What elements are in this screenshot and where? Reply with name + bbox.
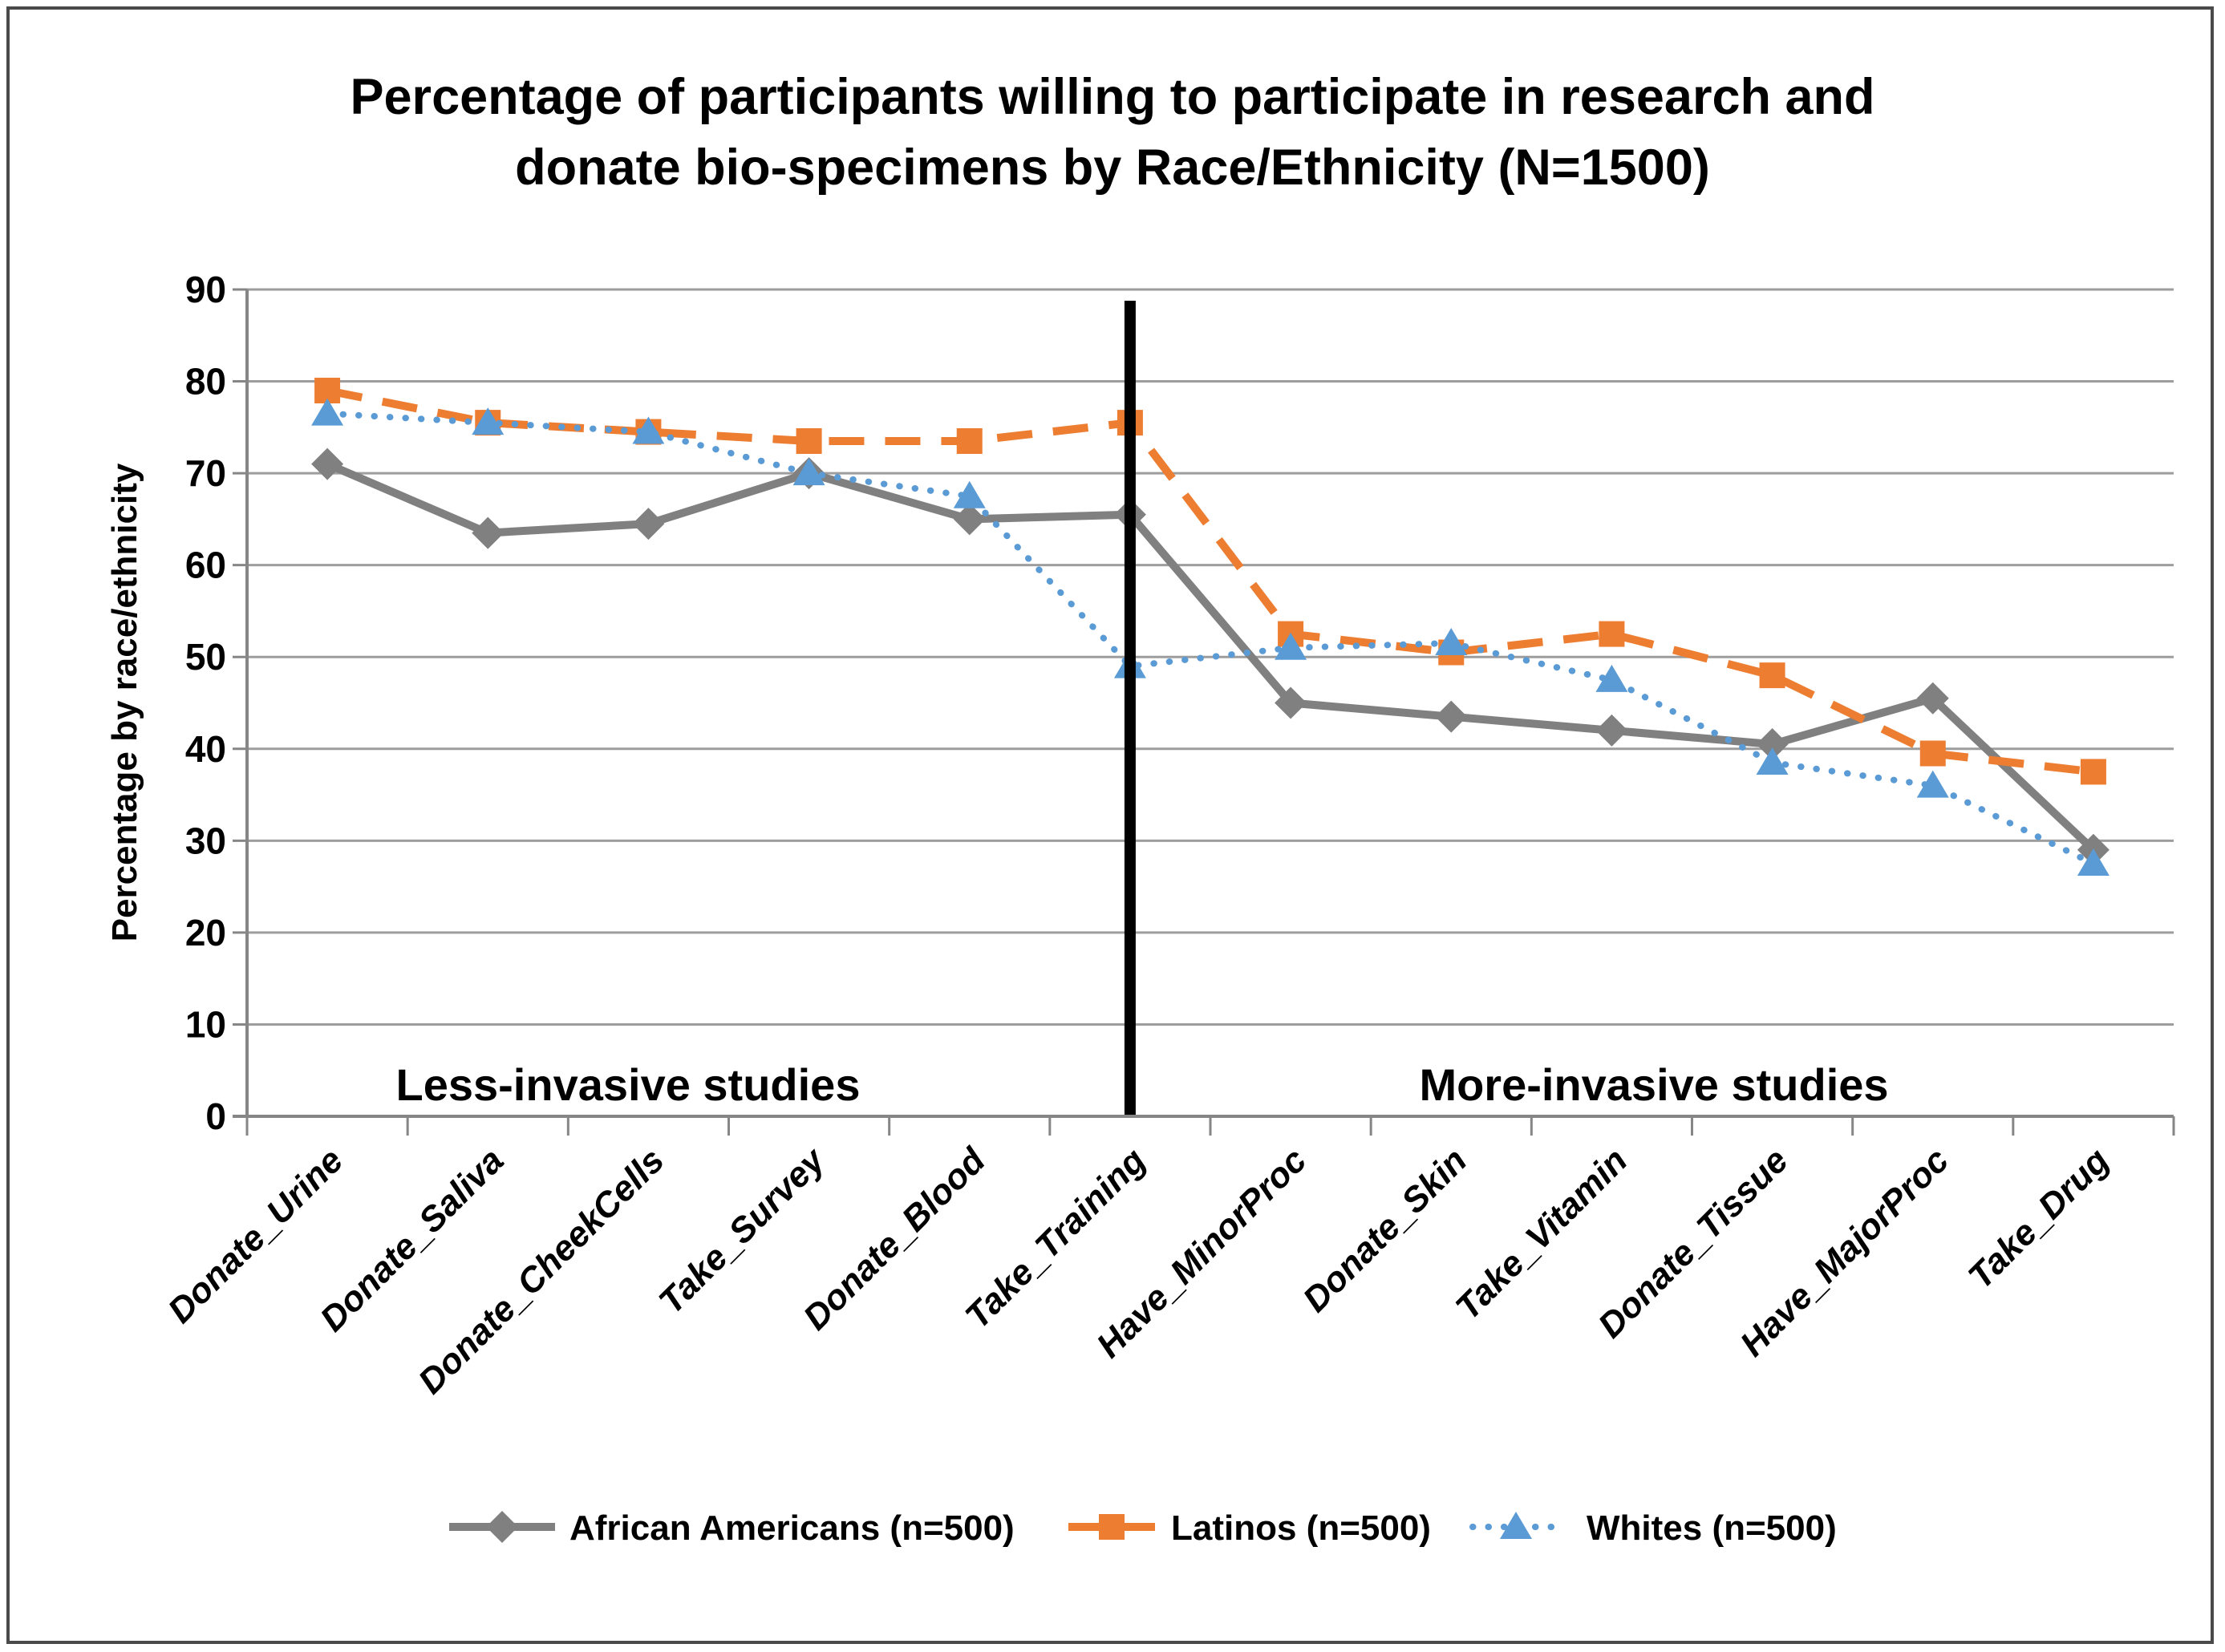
data-point-marker (796, 428, 822, 455)
legend-marker-square-icon (1099, 1514, 1125, 1540)
more-invasive-region-label: More-invasive studies (1419, 1059, 1888, 1110)
y-tick-label: 40 (185, 728, 226, 770)
gridlines (233, 288, 2174, 1118)
data-point-marker (956, 428, 983, 455)
legend-item-african-americans-n-500: African Americans (n=500) (449, 1508, 1015, 1548)
series-line-whites-n-500 (324, 410, 2097, 867)
legend-marker-diamond-icon (486, 1511, 518, 1543)
data-point-marker (1759, 662, 1785, 689)
data-point-marker (311, 447, 344, 480)
axes (233, 290, 2175, 1136)
data-point-marker (311, 398, 344, 426)
x-category-label: Take_Vitamin (1449, 1140, 1635, 1327)
data-point-marker (632, 416, 665, 444)
series-line-latinos-n-500 (326, 387, 2094, 776)
data-point-marker (953, 480, 986, 508)
data-point-marker (1919, 740, 1946, 767)
x-axis-category-labels: Donate_UrineDonate_SalivaDonate_CheekCel… (160, 1140, 2117, 1402)
y-tick-label: 0 (205, 1095, 226, 1137)
data-point-marker (1756, 747, 1789, 775)
data-point-marker (1275, 632, 1307, 660)
y-tick-label: 90 (185, 269, 226, 310)
data-point-marker (2080, 759, 2106, 785)
data-point-marker (1599, 621, 1625, 647)
x-category-label: Donate_Skin (1295, 1140, 1474, 1319)
less-invasive-region-label: Less-invasive studies (396, 1059, 861, 1110)
legend-marker-triangle-icon (1500, 1512, 1532, 1539)
data-point-marker (1916, 770, 1949, 798)
y-tick-label: 20 (185, 912, 226, 954)
legend: African Americans (n=500) Latinos (n=500)… (449, 1508, 1837, 1548)
data-point-marker (472, 407, 505, 435)
data-point-marker (472, 516, 505, 549)
y-tick-label: 30 (185, 820, 226, 861)
legend-label: African Americans (n=500) (569, 1508, 1015, 1548)
chart-title-line2: donate bio-specimens by Race/Ethnicity (… (515, 140, 1710, 196)
data-point-marker (2077, 848, 2109, 876)
data-point-marker (1756, 728, 1789, 761)
data-point-marker (632, 508, 665, 541)
x-category-label: Take_Drug (1961, 1140, 2117, 1296)
data-point-marker (792, 458, 825, 486)
y-axis-tick-labels: 0 10 20 30 40 50 60 70 80 90 (185, 269, 226, 1137)
outer-border (6, 6, 2214, 1644)
y-tick-label: 80 (185, 361, 226, 403)
data-point-marker (1595, 714, 1628, 747)
legend-label: Latinos (n=500) (1171, 1508, 1431, 1548)
data-point-marker (953, 503, 986, 536)
data-point-marker (1595, 664, 1628, 692)
data-point-marker (1916, 682, 1949, 715)
y-tick-label: 10 (185, 1003, 226, 1045)
data-point-marker (1435, 628, 1468, 656)
legend-item-latinos-n-500: Latinos (n=500) (1068, 1508, 1431, 1548)
chart-title-line1: Percentage of participants willing to pa… (351, 69, 1875, 125)
y-axis-title: Percentage by race/ethnicity (105, 463, 144, 941)
x-category-label: Take_Survey (651, 1140, 833, 1322)
y-tick-label: 50 (185, 636, 226, 678)
data-point-marker (1275, 686, 1307, 719)
series-line-african-americans-n-500 (326, 460, 2097, 853)
data-series (311, 378, 2109, 876)
data-point-marker (1435, 700, 1468, 733)
y-tick-label: 70 (185, 452, 226, 494)
legend-item-whites-n-500: Whites (n=500) (1469, 1508, 1837, 1548)
legend-label: Whites (n=500) (1587, 1508, 1837, 1548)
y-tick-label: 60 (185, 545, 226, 586)
